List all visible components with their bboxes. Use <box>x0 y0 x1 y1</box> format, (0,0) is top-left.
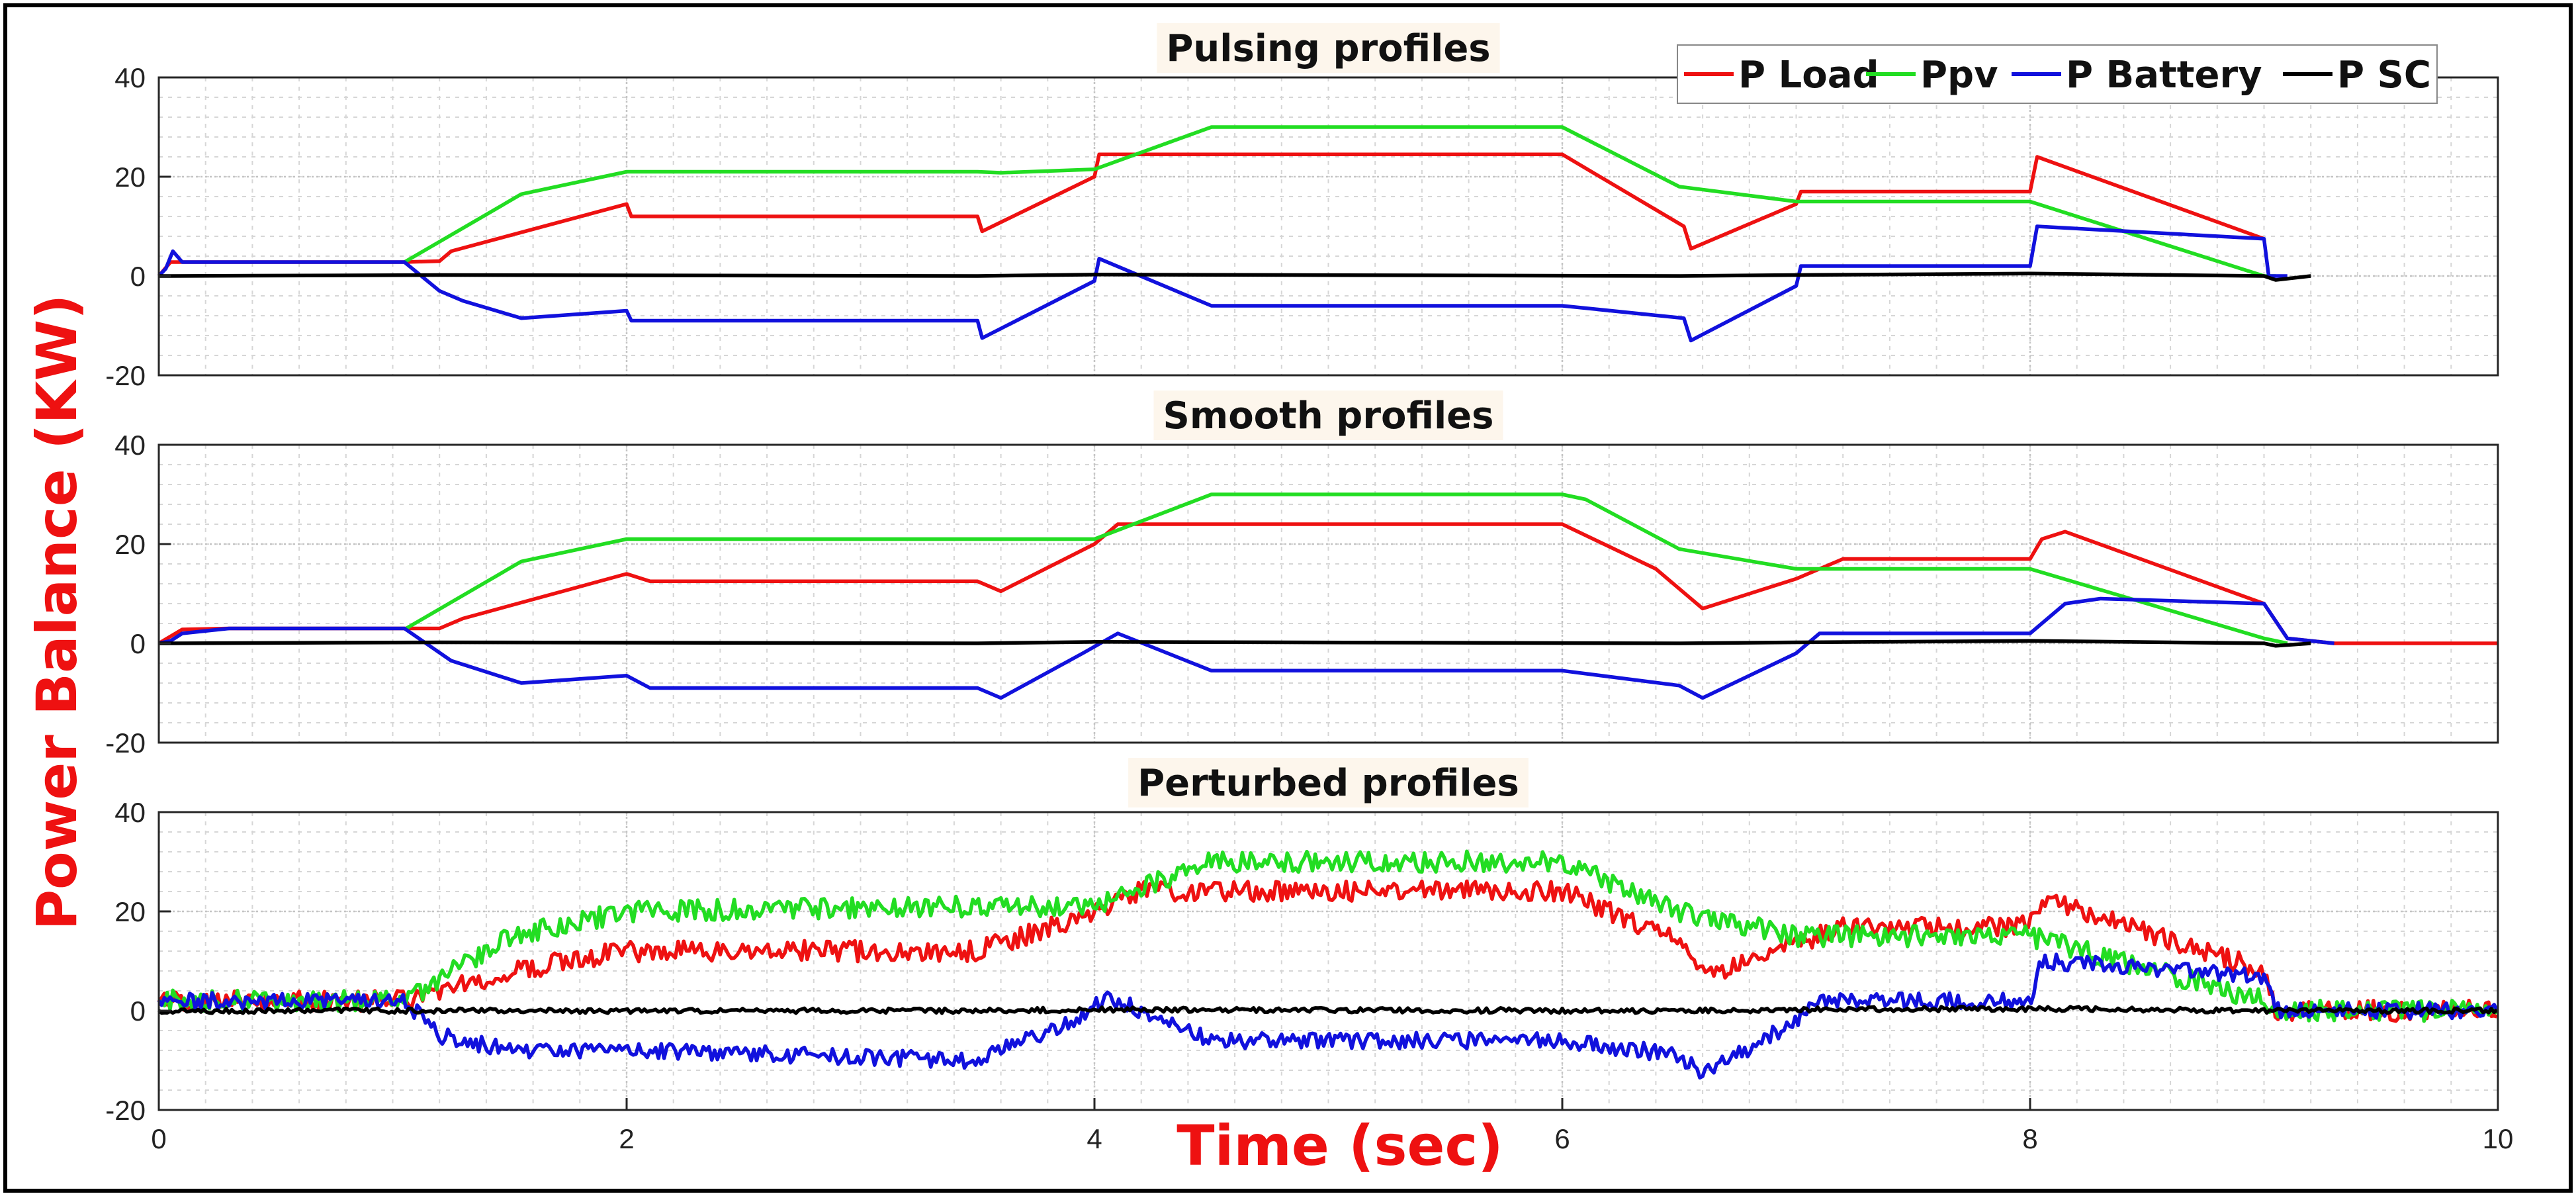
series-p-sc <box>157 1004 2499 1015</box>
axes-frame <box>157 443 2499 744</box>
y-tick-label: -20 <box>105 727 146 759</box>
legend-label-ppv: Ppv <box>1920 54 1998 97</box>
y-tick-label: 20 <box>114 529 146 560</box>
x-tick-label: 6 <box>1554 1123 1570 1154</box>
x-tick-label: 10 <box>2483 1123 2514 1154</box>
y-tick-label: 40 <box>114 797 146 828</box>
panel-title: Pulsing profiles <box>1166 27 1490 70</box>
series-p-battery <box>157 224 2287 343</box>
series-p-sc <box>159 271 2311 282</box>
y-tick-label: 0 <box>130 995 146 1027</box>
series-p-battery <box>157 952 2499 1080</box>
y-tick-label: -20 <box>105 1095 146 1126</box>
series-p-sc <box>158 639 2311 648</box>
series-ppv <box>158 849 2499 1023</box>
series-p-battery <box>158 596 2334 700</box>
legend-label-p-sc: P SC <box>2337 54 2431 97</box>
x-tick-label: 8 <box>2022 1123 2037 1154</box>
panel-title-bg <box>1128 758 1529 807</box>
axes-frame <box>157 811 2499 1111</box>
series-ppv <box>403 492 2288 645</box>
panel-smooth-profiles: 40 20 0 -20 Smooth profiles <box>105 391 2499 759</box>
y-tick-label: 0 <box>130 628 146 659</box>
panel-title-bg <box>1153 391 1503 440</box>
x-axis-label: Time (sec) <box>1177 1113 1503 1178</box>
x-tick-label: 2 <box>619 1123 634 1154</box>
y-tick-label: 20 <box>114 896 146 927</box>
y-tick-label: 40 <box>114 62 146 93</box>
legend-label-p-battery: P Battery <box>2066 54 2262 97</box>
y-tick-label: -20 <box>105 360 146 391</box>
y-tick-label: 40 <box>114 430 146 461</box>
panel-title: Smooth profiles <box>1163 394 1494 437</box>
legend: P Load Ppv P Battery P SC <box>1677 44 2438 104</box>
x-tick-label: 4 <box>1087 1123 1102 1154</box>
x-tick-label: 0 <box>151 1123 166 1154</box>
y-tick-label: 0 <box>130 261 146 292</box>
series-ppv <box>403 125 2276 278</box>
series-p-load <box>157 522 2498 645</box>
series-p-load <box>157 152 2265 277</box>
figure-border <box>3 3 2573 1193</box>
legend-label-p-load: P Load <box>1738 54 1879 97</box>
y-tick-label: 20 <box>114 161 146 193</box>
axes-frame <box>157 76 2499 377</box>
y-axis-label: Power Balance (KW) <box>24 294 89 930</box>
panel-title: Perturbed profiles <box>1137 762 1519 805</box>
panel-title-bg <box>1157 23 1500 73</box>
panel-pulsing-profiles: 40 20 0 -20 Pulsing profiles <box>105 23 2499 391</box>
series-p-load <box>157 879 2498 1023</box>
